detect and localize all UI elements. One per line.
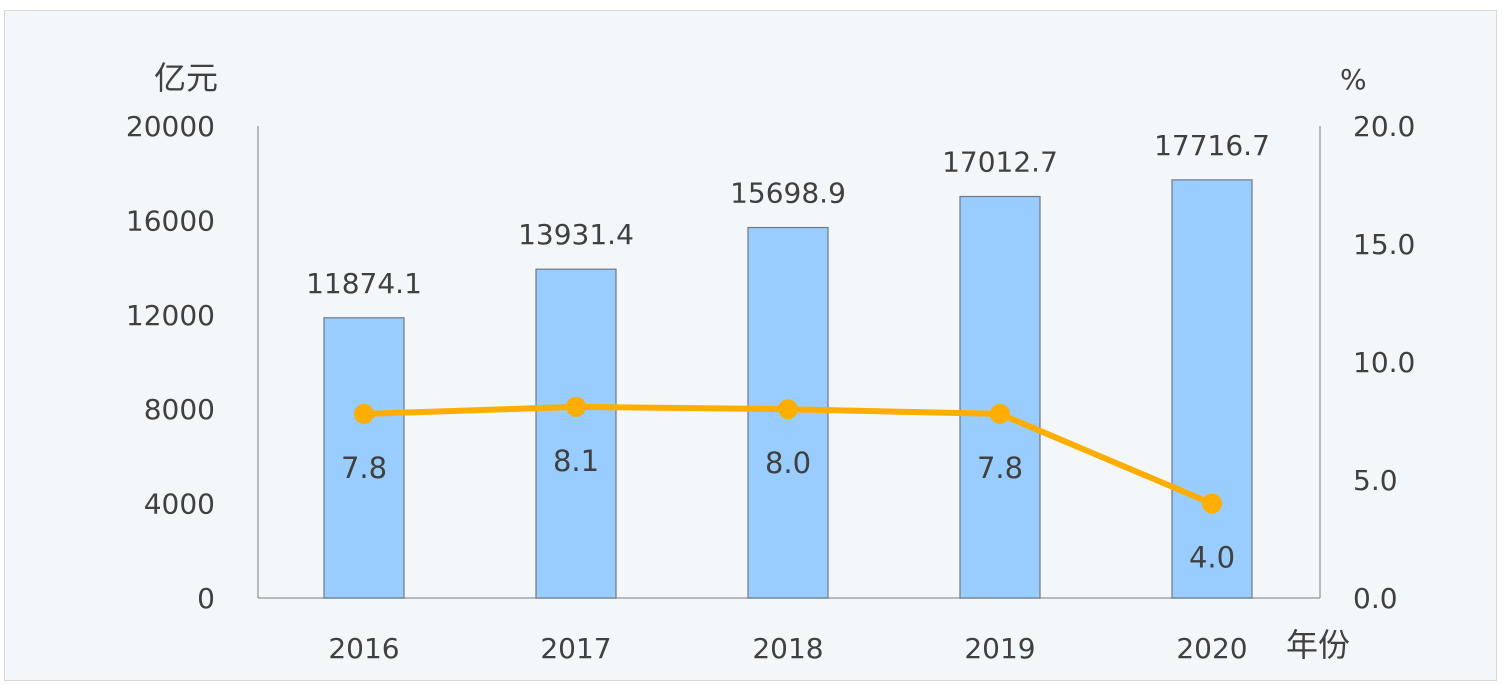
bar-value-label: 11874.1 <box>306 267 422 300</box>
y-right-tick-label: 20.0 <box>1353 110 1415 143</box>
x-tick-label: 2016 <box>328 632 399 665</box>
growth-value-label: 7.8 <box>341 451 387 485</box>
x-tick-label: 2020 <box>1176 632 1247 665</box>
growth-value-label: 4.0 <box>1189 541 1235 575</box>
bar <box>535 268 617 599</box>
growth-point <box>778 399 798 420</box>
left-tick-labels: 0 4000 8000 12000 16000 20000 <box>126 110 215 615</box>
x-tick-label: 2019 <box>964 632 1035 665</box>
y-right-tick-label: 0.0 <box>1353 582 1398 615</box>
y-right-tick-label: 15.0 <box>1353 228 1415 261</box>
bars <box>323 179 1253 599</box>
y-right-tick-label: 5.0 <box>1353 464 1398 497</box>
bar-value-label: 17012.7 <box>942 146 1058 179</box>
growth-point <box>990 403 1010 424</box>
bar <box>1171 179 1253 599</box>
growth-point <box>354 403 374 424</box>
x-tick-labels: 2016 2017 2018 2019 2020 <box>328 632 1247 665</box>
right-tick-labels: 0.0 5.0 10.0 15.0 20.0 <box>1353 110 1415 615</box>
x-tick-label: 2017 <box>540 632 611 665</box>
growth-value-labels: 7.8 8.1 8.0 7.8 4.0 <box>341 444 1235 575</box>
y-left-tick-label: 16000 <box>126 204 215 237</box>
y-right-unit-label: % <box>1340 63 1367 96</box>
bar <box>959 195 1041 599</box>
y-right-tick-label: 10.0 <box>1353 346 1415 379</box>
bar-value-labels: 11874.1 13931.4 15698.9 17012.7 17716.7 <box>306 129 1270 300</box>
x-unit-label: 年份 <box>1286 626 1350 664</box>
y-left-tick-label: 4000 <box>144 488 215 521</box>
y-left-tick-label: 8000 <box>144 393 215 426</box>
growth-value-label: 8.1 <box>553 444 599 478</box>
bar-value-label: 17716.7 <box>1154 129 1270 162</box>
growth-point <box>566 396 586 417</box>
growth-point <box>1202 493 1222 514</box>
growth-value-label: 7.8 <box>977 451 1023 485</box>
y-left-unit-label: 亿元 <box>154 59 218 97</box>
bar <box>323 317 405 599</box>
y-left-tick-label: 0 <box>197 582 215 615</box>
x-tick-label: 2018 <box>752 632 823 665</box>
y-left-tick-label: 12000 <box>126 299 215 332</box>
growth-line <box>354 396 1222 514</box>
y-left-tick-label: 20000 <box>126 110 215 143</box>
bar-value-label: 15698.9 <box>730 177 846 210</box>
bar-value-label: 13931.4 <box>518 218 634 251</box>
growth-value-label: 8.0 <box>765 446 811 480</box>
